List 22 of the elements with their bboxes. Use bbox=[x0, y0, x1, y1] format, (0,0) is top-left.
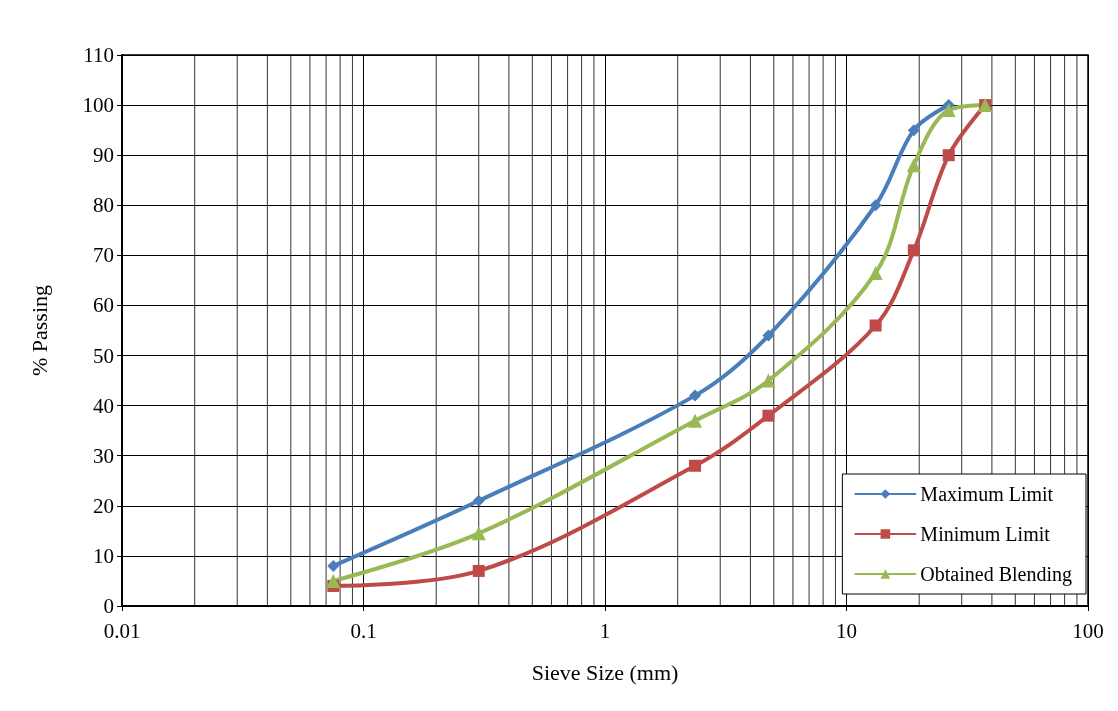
y-tick-label: 90 bbox=[93, 143, 114, 168]
y-tick-label: 20 bbox=[93, 493, 114, 518]
y-tick-label: 0 bbox=[103, 594, 114, 618]
y-tick-label: 10 bbox=[93, 543, 114, 568]
legend-label: Obtained Blending bbox=[920, 563, 1072, 586]
y-tick-label: 80 bbox=[93, 193, 114, 218]
x-tick-label: 10 bbox=[836, 618, 857, 643]
y-tick-label: 60 bbox=[93, 293, 114, 318]
y-tick-label: 100 bbox=[82, 93, 114, 118]
y-tick-label: 30 bbox=[93, 443, 114, 468]
legend-label: Maximum Limit bbox=[920, 483, 1054, 505]
y-tick-label: 110 bbox=[83, 43, 114, 67]
x-tick-label: 0.1 bbox=[350, 618, 377, 643]
x-tick-label: 1 bbox=[599, 618, 611, 643]
x-tick-label: 0.01 bbox=[103, 618, 141, 643]
x-tick-label: 100 bbox=[1072, 618, 1104, 643]
y-axis-title: % Passing bbox=[26, 284, 52, 377]
y-tick-label: 50 bbox=[93, 343, 114, 368]
x-axis-title: Sieve Size (mm) bbox=[531, 659, 679, 685]
y-tick-label: 40 bbox=[93, 393, 114, 418]
legend-label: Minimum Limit bbox=[920, 523, 1051, 545]
y-tick-label: 70 bbox=[93, 243, 114, 268]
